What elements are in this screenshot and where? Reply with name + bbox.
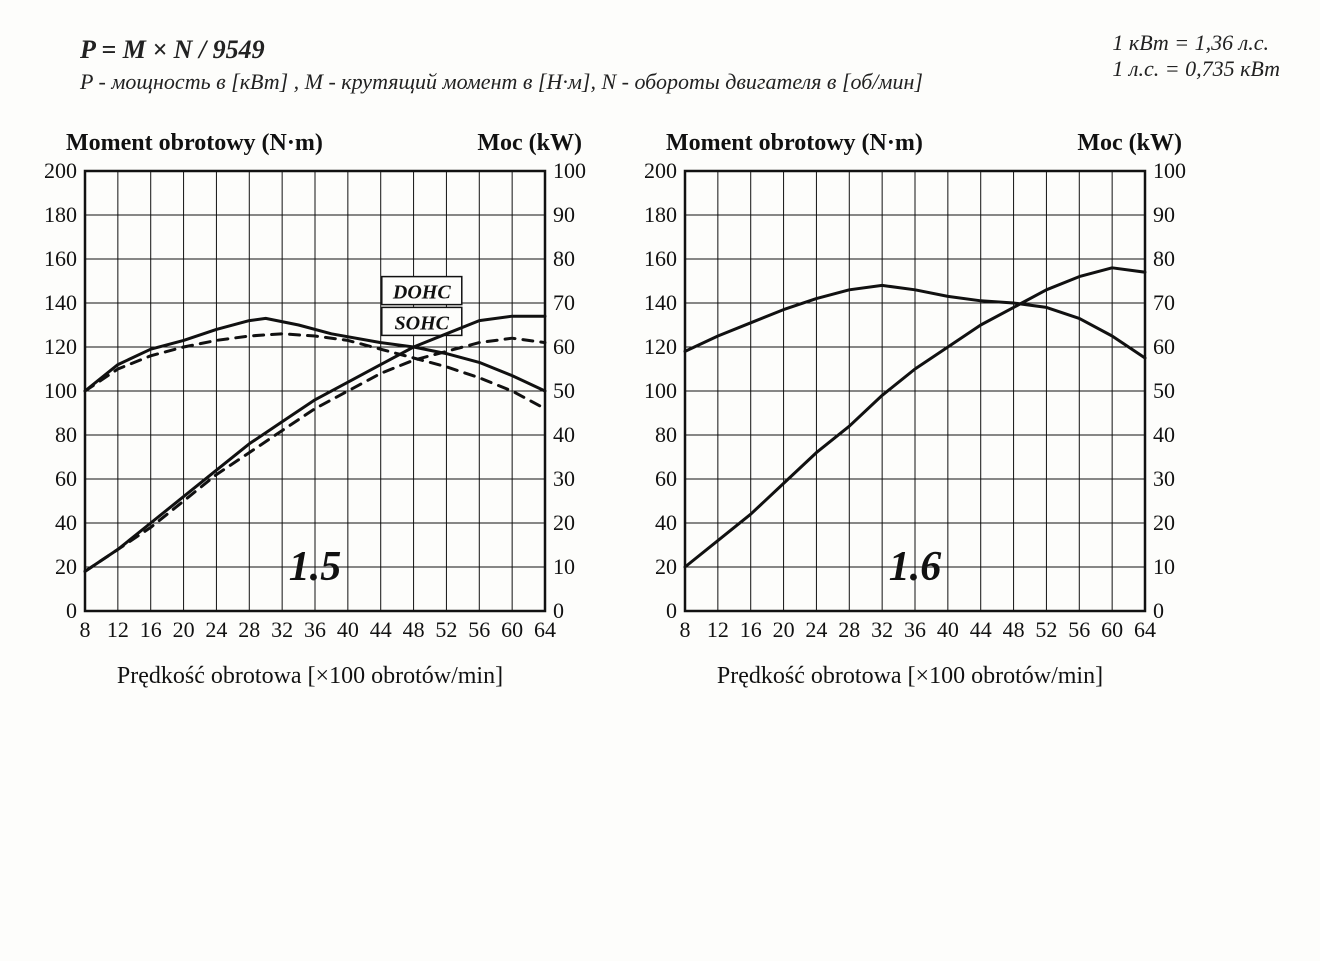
svg-text:DOHC: DOHC xyxy=(392,282,451,304)
svg-text:36: 36 xyxy=(304,617,326,642)
svg-text:180: 180 xyxy=(644,202,677,227)
svg-text:100: 100 xyxy=(1153,161,1186,183)
chart-row: Moment obrotowy (N·m) Moc (kW) 8 12 16 20 24… xyxy=(30,130,1290,690)
svg-text:40: 40 xyxy=(553,422,575,447)
formula: P = M × N / 9549 xyxy=(80,35,1280,65)
svg-text:28: 28 xyxy=(238,617,260,642)
svg-text:16: 16 xyxy=(140,617,162,642)
svg-text:20: 20 xyxy=(173,617,195,642)
svg-text:50: 50 xyxy=(553,378,575,403)
svg-text:48: 48 xyxy=(1003,617,1025,642)
svg-text:180: 180 xyxy=(44,202,77,227)
svg-text:60: 60 xyxy=(655,466,677,491)
chart2-xlabel: Prędkość obrotowa [×100 obrotów/min] xyxy=(630,663,1190,690)
svg-text:52: 52 xyxy=(435,617,457,642)
svg-text:20: 20 xyxy=(1153,510,1175,535)
svg-text:10: 10 xyxy=(1153,554,1175,579)
svg-text:16: 16 xyxy=(740,617,762,642)
chart2-right-title: Moc (kW) xyxy=(1077,130,1182,157)
svg-text:20: 20 xyxy=(655,554,677,579)
svg-text:50: 50 xyxy=(1153,378,1175,403)
svg-text:52: 52 xyxy=(1035,617,1057,642)
svg-text:60: 60 xyxy=(553,334,575,359)
svg-text:80: 80 xyxy=(553,246,575,271)
svg-text:10: 10 xyxy=(553,554,575,579)
svg-text:70: 70 xyxy=(553,290,575,315)
svg-text:60: 60 xyxy=(501,617,523,642)
svg-text:56: 56 xyxy=(1068,617,1090,642)
svg-text:30: 30 xyxy=(553,466,575,491)
svg-text:0: 0 xyxy=(553,598,564,623)
svg-text:20: 20 xyxy=(553,510,575,535)
svg-text:1.6: 1.6 xyxy=(889,544,942,590)
chart-2: Moment obrotowy (N·m) Moc (kW) 8 12 16 20 24… xyxy=(630,130,1190,690)
svg-text:28: 28 xyxy=(838,617,860,642)
conv2: 1 л.с. = 0,735 кВт xyxy=(1112,56,1280,82)
unit-conversions: 1 кВт = 1,36 л.с. 1 л.с. = 0,735 кВт xyxy=(1112,30,1280,82)
svg-text:60: 60 xyxy=(1153,334,1175,359)
svg-text:100: 100 xyxy=(644,378,677,403)
chart-1: Moment obrotowy (N·m) Moc (kW) 8 12 16 20 24… xyxy=(30,130,590,690)
svg-text:40: 40 xyxy=(937,617,959,642)
svg-text:SOHC: SOHC xyxy=(395,312,450,334)
svg-text:140: 140 xyxy=(44,290,77,315)
conv1: 1 кВт = 1,36 л.с. xyxy=(1112,30,1280,56)
svg-text:60: 60 xyxy=(1101,617,1123,642)
svg-text:36: 36 xyxy=(904,617,926,642)
chart2-left-title: Moment obrotowy (N·m) xyxy=(666,130,923,157)
svg-text:1.5: 1.5 xyxy=(289,544,342,590)
svg-text:160: 160 xyxy=(44,246,77,271)
svg-text:8: 8 xyxy=(680,617,691,642)
svg-text:120: 120 xyxy=(644,334,677,359)
svg-text:24: 24 xyxy=(805,617,827,642)
svg-text:30: 30 xyxy=(1153,466,1175,491)
svg-text:100: 100 xyxy=(553,161,586,183)
svg-text:44: 44 xyxy=(970,617,992,642)
svg-text:80: 80 xyxy=(1153,246,1175,271)
chart1-xlabel: Prędkość obrotowa [×100 obrotów/min] xyxy=(30,663,590,690)
svg-text:40: 40 xyxy=(337,617,359,642)
svg-text:20: 20 xyxy=(55,554,77,579)
svg-text:140: 140 xyxy=(644,290,677,315)
svg-text:12: 12 xyxy=(707,617,729,642)
svg-text:40: 40 xyxy=(655,510,677,535)
svg-text:20: 20 xyxy=(773,617,795,642)
svg-text:90: 90 xyxy=(1153,202,1175,227)
svg-text:0: 0 xyxy=(1153,598,1164,623)
chart2-svg: 8121620242832364044485256606402040608010… xyxy=(630,161,1190,661)
svg-text:200: 200 xyxy=(44,161,77,183)
svg-text:56: 56 xyxy=(468,617,490,642)
chart1-right-title: Moc (kW) xyxy=(477,130,582,157)
svg-text:60: 60 xyxy=(55,466,77,491)
svg-text:32: 32 xyxy=(871,617,893,642)
svg-text:0: 0 xyxy=(66,598,77,623)
legend-text: P - мощность в [кВт] , M - крутящий моме… xyxy=(80,69,1280,95)
svg-text:70: 70 xyxy=(1153,290,1175,315)
svg-text:40: 40 xyxy=(55,510,77,535)
svg-text:40: 40 xyxy=(1153,422,1175,447)
svg-text:80: 80 xyxy=(55,422,77,447)
svg-text:0: 0 xyxy=(666,598,677,623)
chart1-left-title: Moment obrotowy (N·m) xyxy=(66,130,323,157)
svg-text:24: 24 xyxy=(205,617,227,642)
svg-text:48: 48 xyxy=(403,617,425,642)
svg-text:32: 32 xyxy=(271,617,293,642)
svg-text:12: 12 xyxy=(107,617,129,642)
svg-text:8: 8 xyxy=(80,617,91,642)
svg-text:44: 44 xyxy=(370,617,392,642)
svg-text:100: 100 xyxy=(44,378,77,403)
svg-text:90: 90 xyxy=(553,202,575,227)
svg-text:200: 200 xyxy=(644,161,677,183)
svg-text:80: 80 xyxy=(655,422,677,447)
chart1-svg: 8121620242832364044485256606402040608010… xyxy=(30,161,590,661)
svg-text:160: 160 xyxy=(644,246,677,271)
svg-text:120: 120 xyxy=(44,334,77,359)
